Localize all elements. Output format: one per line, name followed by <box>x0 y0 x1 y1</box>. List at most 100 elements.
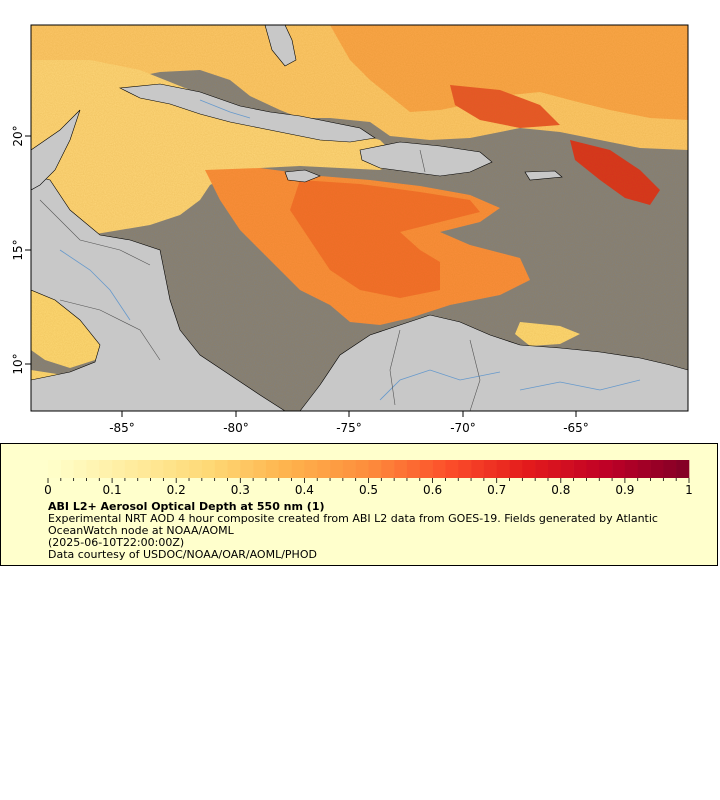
colorbar-cell <box>240 460 254 478</box>
colorbar-cell <box>522 460 536 478</box>
colorbar-tick-label: 0.9 <box>615 483 634 497</box>
border-b <box>59 299 161 361</box>
colorbar-cell <box>112 460 126 478</box>
colorbar-labels: 0 0.1 0.2 0.3 0.4 0.5 0.6 0.7 0.8 0.9 1 <box>44 483 693 497</box>
map-panel: -85° -80° -75° -70° -65° 20° 15° 10° <box>11 24 689 435</box>
colorbar-cell <box>637 460 651 478</box>
colorbar-cells <box>48 460 690 478</box>
border-e <box>469 339 481 411</box>
colorbar-cell <box>124 460 139 478</box>
colorbar-cell <box>176 460 190 478</box>
y-axis-ticks <box>25 135 31 365</box>
colorbar-tick-label: 0.1 <box>103 483 122 497</box>
colorbar-tick-label: 0.3 <box>231 483 250 497</box>
border-d <box>389 329 401 406</box>
colorbar-cell <box>150 460 164 478</box>
x-tick-label: -65° <box>563 421 589 435</box>
legend-panel: 0 0.1 0.2 0.3 0.4 0.5 0.6 0.7 0.8 0.9 1 … <box>0 443 718 566</box>
colorbar-cell <box>458 460 472 478</box>
colorbar-cell <box>381 460 395 478</box>
land-central-america <box>31 174 286 411</box>
rivers <box>59 99 641 401</box>
colorbar-cell <box>663 460 677 478</box>
map-frame <box>30 24 689 412</box>
colorbar-tick-label: 0.2 <box>167 483 186 497</box>
y-tick-label: 15° <box>11 239 25 260</box>
border-c <box>419 149 426 173</box>
colorbar-tick-label: 0.8 <box>551 483 570 497</box>
colorbar-cell <box>547 460 562 478</box>
land-jamaica <box>284 169 321 183</box>
x-tick-label: -75° <box>336 421 362 435</box>
colorbar-cell <box>317 460 331 478</box>
colorbar-tick-label: 0 <box>44 483 52 497</box>
colorbar-cell <box>599 460 613 478</box>
colorbar-cell <box>304 460 318 478</box>
y-axis-labels: 20° 15° 10° <box>11 125 25 374</box>
river-a <box>59 249 131 321</box>
colorbar-cell <box>483 460 497 478</box>
colorbar-ticks <box>47 478 690 483</box>
colorbar-cell <box>291 460 305 478</box>
legend-title: ABI L2+ Aerosol Optical Depth at 550 nm … <box>48 500 325 513</box>
colorbar-cell <box>586 460 600 478</box>
x-tick-label: -70° <box>450 421 476 435</box>
land-bahamas-florida <box>264 25 297 67</box>
colorbar-cell <box>278 460 292 478</box>
land-masses <box>31 25 688 411</box>
y-tick-label: 20° <box>11 125 25 146</box>
colorbar-cell <box>650 460 664 478</box>
colorbar-cell <box>535 460 549 478</box>
colorbar-cell <box>573 460 587 478</box>
colorbar-tick-label: 0.5 <box>359 483 378 497</box>
colorbar-cell <box>624 460 639 478</box>
colorbar-cell <box>509 460 523 478</box>
land-south-america <box>299 314 688 411</box>
colorbar-cell <box>394 460 408 478</box>
river-c <box>519 379 641 391</box>
colorbar: 0 0.1 0.2 0.3 0.4 0.5 0.6 0.7 0.8 0.9 1 <box>44 460 693 497</box>
colorbar-cell <box>432 460 446 478</box>
aod-map: -85° -80° -75° -70° -65° 20° 15° 10° <box>11 24 689 435</box>
colorbar-cell <box>227 460 241 478</box>
border-a <box>39 199 151 266</box>
colorbar-cell <box>73 460 87 478</box>
colorbar-cell <box>214 460 228 478</box>
colorbar-cell <box>368 460 382 478</box>
colorbar-tick-label: 0.7 <box>487 483 506 497</box>
land-cuba <box>118 83 376 143</box>
colorbar-cell <box>496 460 510 478</box>
colorbar-cell <box>355 460 369 478</box>
colorbar-cell <box>406 460 421 478</box>
colorbar-cell <box>330 460 344 478</box>
colorbar-cell <box>189 460 203 478</box>
land-yucatan <box>31 109 81 191</box>
colorbar-cell <box>163 460 177 478</box>
colorbar-cell <box>445 460 459 478</box>
river-d <box>199 99 251 119</box>
legend-credit: Data courtesy of USDOC/NOAA/OAR/AOML/PHO… <box>48 548 317 561</box>
colorbar-cell <box>60 460 74 478</box>
x-axis-labels: -85° -80° -75° -70° -65° <box>109 421 589 435</box>
colorbar-cell <box>676 460 690 478</box>
colorbar-tick-label: 0.6 <box>423 483 442 497</box>
colorbar-cell <box>265 460 280 478</box>
x-tick-label: -80° <box>223 421 249 435</box>
colorbar-cell <box>342 460 356 478</box>
colorbar-tick-label: 0.4 <box>295 483 314 497</box>
colorbar-cell <box>253 460 267 478</box>
colorbar-cell <box>419 460 433 478</box>
colorbar-cell <box>99 460 113 478</box>
colorbar-cell <box>471 460 485 478</box>
colorbar-cell <box>560 460 574 478</box>
colorbar-cell <box>201 460 215 478</box>
colorbar-cell <box>612 460 626 478</box>
country-borders <box>39 149 481 411</box>
colorbar-cell <box>48 460 62 478</box>
colorbar-tick-label: 1 <box>685 483 693 497</box>
river-b <box>379 369 501 401</box>
x-axis-ticks <box>121 411 577 417</box>
colorbar-cell <box>86 460 100 478</box>
colorbar-cell <box>137 460 151 478</box>
x-tick-label: -85° <box>109 421 135 435</box>
